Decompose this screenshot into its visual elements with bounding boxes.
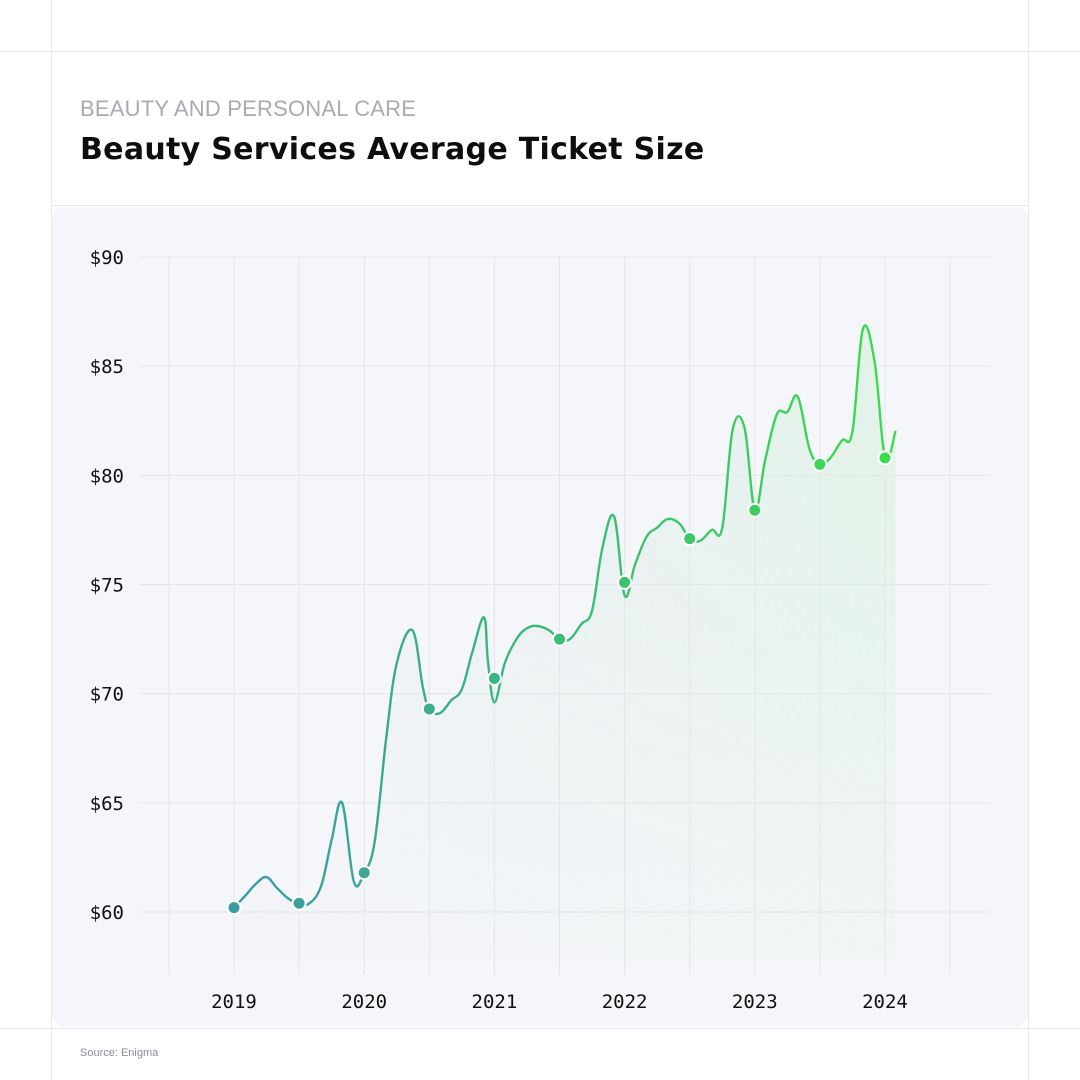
- data-markers: [226, 450, 893, 916]
- data-point: [552, 631, 567, 647]
- frame-line-top: [0, 51, 1080, 52]
- source-note: Source: Enigma: [80, 1047, 159, 1059]
- chart-header: BEAUTY AND PERSONAL CARE Beauty Services…: [80, 96, 705, 167]
- x-tick-label: 2022: [602, 991, 648, 1013]
- y-tick-label: $90: [90, 247, 124, 269]
- frame-line-bottom: [0, 1028, 1080, 1029]
- x-tick-label: 2024: [862, 991, 908, 1013]
- data-point: [226, 900, 242, 916]
- data-point: [486, 670, 502, 686]
- frame-line-right: [1028, 0, 1029, 1080]
- data-point: [682, 531, 698, 547]
- x-tick-label: 2021: [472, 991, 518, 1013]
- x-tick-label: 2019: [211, 991, 257, 1013]
- data-point: [617, 574, 633, 590]
- chart-title: Beauty Services Average Ticket Size: [80, 132, 705, 167]
- y-tick-label: $75: [90, 575, 124, 597]
- y-tick-label: $65: [90, 793, 124, 815]
- data-point: [291, 895, 307, 911]
- data-point: [812, 456, 828, 472]
- y-tick-label: $85: [90, 356, 124, 378]
- x-axis-tick-labels: 2019 2020 2021 2022 2023 2024: [211, 991, 908, 1013]
- data-point: [877, 450, 893, 466]
- x-tick-label: 2023: [732, 991, 778, 1013]
- category-label: BEAUTY AND PERSONAL CARE: [80, 96, 417, 121]
- frame-line-left: [51, 0, 52, 1080]
- y-tick-label: $70: [90, 684, 124, 706]
- x-tick-label: 2020: [341, 991, 387, 1013]
- y-axis-tick-labels: $60 $65 $70 $75 $80 $85 $90: [90, 247, 124, 924]
- y-tick-label: $80: [90, 465, 124, 487]
- data-point: [421, 701, 437, 717]
- y-tick-label: $60: [90, 902, 124, 924]
- data-point: [356, 865, 372, 881]
- frame-line-header-bottom: [51, 205, 1029, 206]
- data-point: [747, 502, 763, 518]
